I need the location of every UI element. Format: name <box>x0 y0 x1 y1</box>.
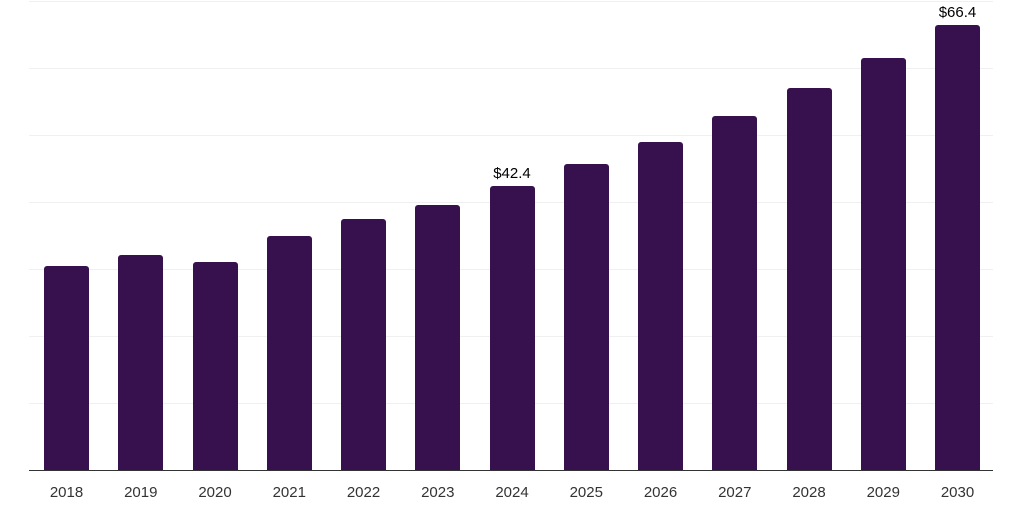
x-tick-label-2018: 2018 <box>49 484 84 501</box>
bar-2030 <box>935 25 980 470</box>
x-tick-label-2024: 2024 <box>495 484 529 501</box>
x-axis-line <box>29 469 993 471</box>
x-tick-label-2030: 2030 <box>940 484 975 501</box>
bar-2029 <box>860 57 906 470</box>
x-axis-labels: 2018 2019 2020 2021 2022 2023 2024 2025 2026 2027… <box>29 483 993 505</box>
bar-2024 <box>489 185 535 470</box>
bar-2025 <box>563 164 609 470</box>
x-tick-label-2020: 2020 <box>198 484 232 501</box>
x-tick-label-2022: 2022 <box>346 484 381 501</box>
bar-value-label-2024: $42.4 <box>493 164 531 182</box>
bar-2022 <box>341 219 386 470</box>
x-tick-label-2021: 2021 <box>272 484 306 501</box>
x-tick-label-2027: 2027 <box>718 484 752 501</box>
bar-2026 <box>638 142 683 470</box>
gridline <box>29 1 993 2</box>
x-tick-label-2025: 2025 <box>569 484 603 501</box>
bar-2018 <box>44 265 89 470</box>
bar-value-label-2030: $66.4 <box>938 4 977 22</box>
bar-2020 <box>192 262 238 470</box>
bar-2028 <box>786 88 832 470</box>
x-tick-label-2026: 2026 <box>643 484 678 501</box>
gridline <box>29 68 993 69</box>
bar-2027 <box>712 116 758 470</box>
bar-2021 <box>266 235 312 470</box>
x-tick-label-2028: 2028 <box>792 484 826 501</box>
x-tick-label-2023: 2023 <box>421 484 455 501</box>
gridline <box>29 135 993 136</box>
plot-area: $42.4 $66.4 <box>29 1 993 471</box>
x-tick-label-2019: 2019 <box>124 484 158 501</box>
bar-2019 <box>118 254 164 470</box>
x-tick-label-2029: 2029 <box>866 484 900 501</box>
bar-2023 <box>415 204 461 470</box>
